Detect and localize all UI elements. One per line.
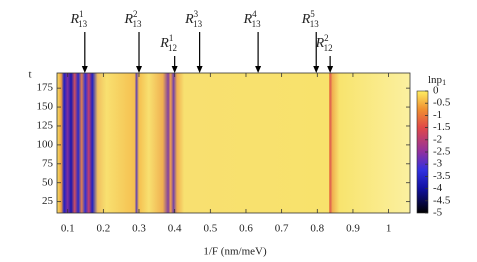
y-tick-label: 150 xyxy=(37,101,54,113)
annotation-label: R1 12 xyxy=(159,33,177,53)
annotation-arrowhead xyxy=(255,66,262,73)
colorbar-tick-label: -2 xyxy=(433,133,442,145)
x-tick-label: 0.8 xyxy=(310,223,324,235)
annotation-arrowhead xyxy=(81,66,88,73)
colorbar-tick-label: 0 xyxy=(433,85,439,97)
annotation-symbol: R xyxy=(243,12,253,27)
x-tick-label: 0.6 xyxy=(239,223,253,235)
annotation-sup: 1 xyxy=(169,33,173,43)
annotation-symbol: R xyxy=(123,12,133,27)
annotation-sup: 2 xyxy=(324,33,329,43)
x-axis-label: 1/F (nm/meV) xyxy=(203,246,267,258)
annotation-label: R4 13 xyxy=(243,9,262,29)
annotation-sup: 3 xyxy=(194,9,199,19)
annotation-symbol: R xyxy=(315,36,325,51)
y-tick-label: 25 xyxy=(42,195,54,207)
x-tick-label: 0.4 xyxy=(168,223,182,235)
annotation-label: R5 13 xyxy=(301,9,320,29)
annotation-sup: 1 xyxy=(79,9,83,19)
annotation-label: R1 13 xyxy=(69,9,87,29)
annotation-arrowhead xyxy=(136,66,143,73)
colorbar-label: lnp1 xyxy=(428,74,446,87)
annotation-sub: 13 xyxy=(252,19,262,29)
x-tick-label: 0.5 xyxy=(203,223,217,235)
colorbar-tick-label: -5 xyxy=(433,207,443,219)
annotation-sub: 12 xyxy=(168,43,177,53)
colorbar-tick-label: -0.5 xyxy=(433,97,451,109)
annotation-symbol: R xyxy=(301,12,311,27)
colorbar-label-sub: 1 xyxy=(442,78,446,87)
colorbar-tick-label: -2.5 xyxy=(433,146,451,158)
annotation-sub: 12 xyxy=(324,43,333,53)
annotation-symbol: R xyxy=(184,12,194,27)
heatmap xyxy=(56,72,411,214)
x-tick-label: 0.1 xyxy=(61,223,75,235)
colorbar-tick-label: -4 xyxy=(433,182,443,194)
x-tick-label: 0.3 xyxy=(132,223,146,235)
colorbar-tick-label: -3 xyxy=(433,158,443,170)
y-tick-label: 50 xyxy=(42,176,54,188)
colorbar-tick-label: -3.5 xyxy=(433,170,451,182)
annotation-sup: 5 xyxy=(310,9,315,19)
annotation-sup: 2 xyxy=(133,9,138,19)
annotation-arrowhead xyxy=(171,66,178,73)
x-tick-label: 1 xyxy=(386,223,392,235)
annotation-label: R2 13 xyxy=(123,9,142,29)
x-tick-label: 0.9 xyxy=(346,223,360,235)
annotation-sub: 13 xyxy=(193,19,203,29)
annotation-arrowhead xyxy=(196,66,203,73)
annotation-sup: 4 xyxy=(252,9,257,19)
annotation-sub: 13 xyxy=(310,19,320,29)
colorbar-tick-label: -1.5 xyxy=(433,121,451,133)
colorbar-label-base: lnp xyxy=(428,74,443,86)
y-tick-label: 125 xyxy=(37,120,54,132)
annotation-sub: 13 xyxy=(78,19,88,29)
x-tick-label: 0.7 xyxy=(275,223,289,235)
y-tick-label: 75 xyxy=(42,157,54,169)
annotation-symbol: R xyxy=(159,36,169,51)
y-tick-label: 175 xyxy=(37,82,54,94)
annotation-arrowhead xyxy=(327,66,334,73)
colorbar-tick-label: -1 xyxy=(433,109,442,121)
annotation-symbol: R xyxy=(69,12,79,27)
annotation-label: R3 13 xyxy=(184,9,203,29)
y-axis-label: t xyxy=(28,69,31,81)
colorbar-tick-label: -4.5 xyxy=(433,194,451,206)
annotation-arrowhead xyxy=(313,66,320,73)
x-tick-label: 0.2 xyxy=(96,223,110,235)
annotation-label: R2 12 xyxy=(315,33,333,53)
y-tick-label: 100 xyxy=(37,138,54,150)
annotation-sub: 13 xyxy=(133,19,143,29)
